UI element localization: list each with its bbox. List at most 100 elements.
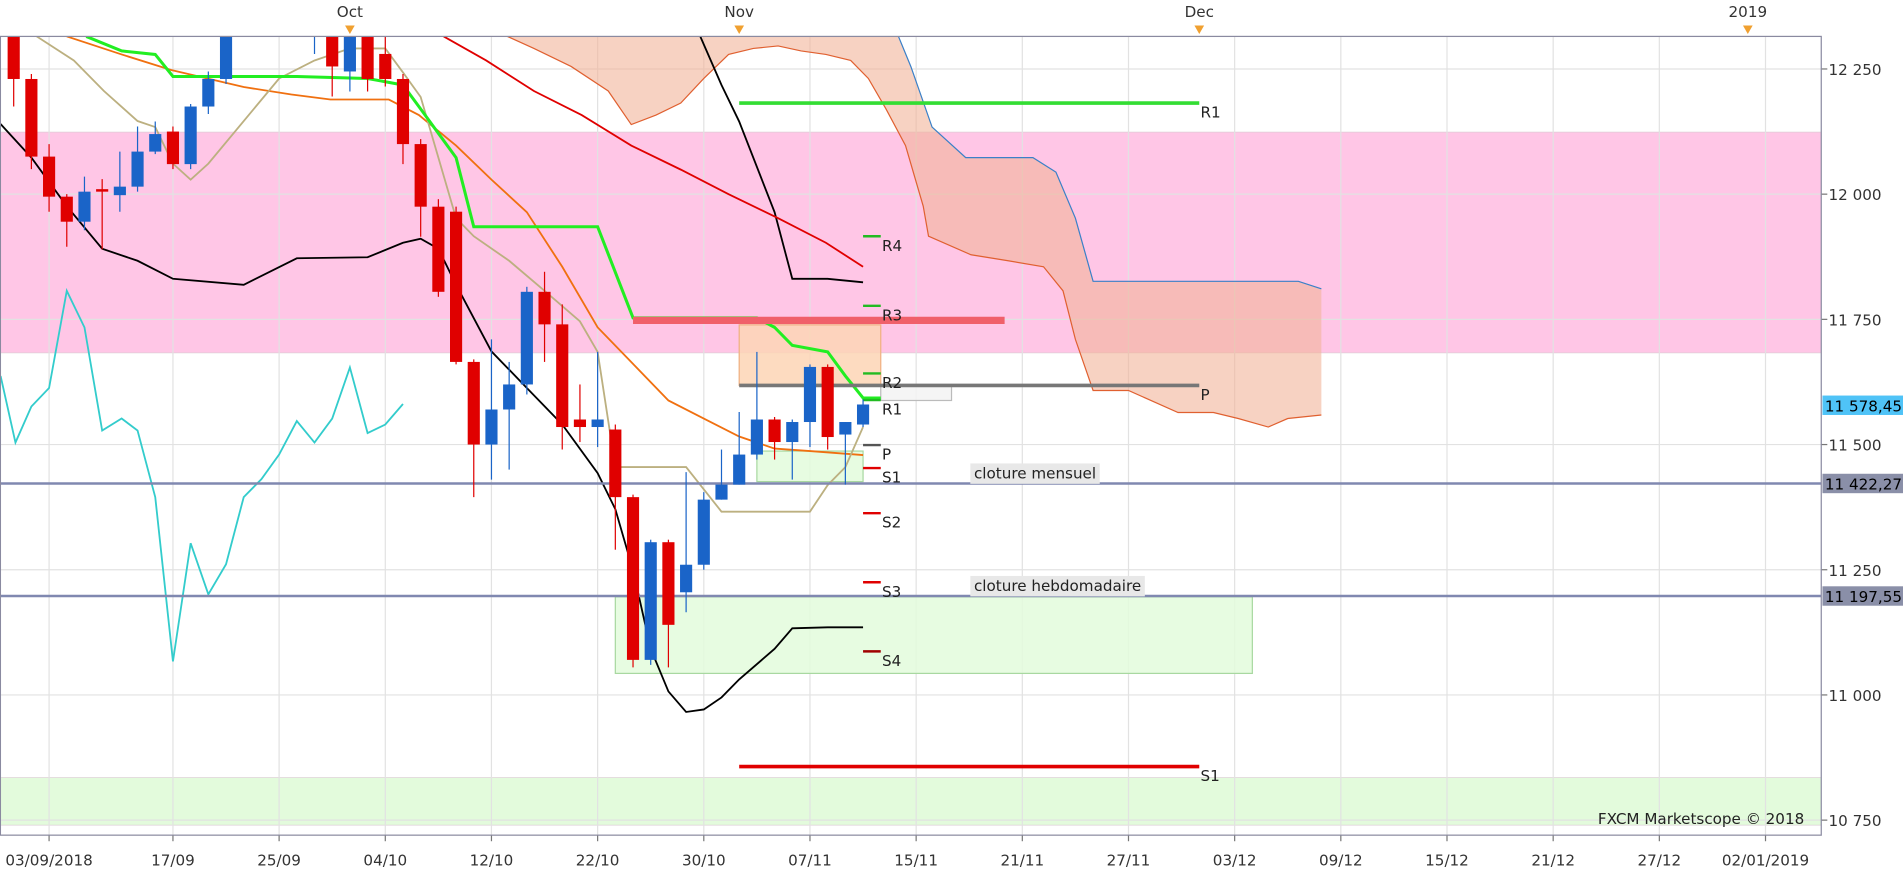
level-label: R2	[882, 374, 902, 392]
candle-body	[856, 404, 870, 425]
level-label: S1	[1200, 767, 1219, 785]
candle-body	[485, 409, 498, 445]
candle-body	[113, 186, 126, 196]
y-tick-label: 12 250	[1829, 61, 1882, 79]
candle-body	[821, 366, 834, 438]
candle-body	[343, 36, 356, 72]
x-tick-label: 22/10	[576, 852, 620, 870]
candle-body	[7, 36, 20, 79]
candle-body	[43, 156, 56, 197]
y-tick-label: 11 000	[1829, 687, 1882, 705]
candle-body	[396, 78, 410, 145]
top-tick-marker	[345, 25, 355, 34]
x-tick-label: 04/10	[363, 852, 407, 870]
top-tick-label: Nov	[724, 3, 754, 21]
top-tick-label: Dec	[1185, 3, 1214, 21]
candle-body	[149, 134, 162, 152]
candle-body	[60, 196, 73, 222]
top-tick-label: Oct	[337, 3, 363, 21]
candle-body	[467, 361, 480, 445]
candle-body	[662, 542, 675, 625]
candle-body	[520, 291, 533, 385]
y-tick-label: 10 750	[1829, 812, 1882, 830]
top-tick-marker	[1194, 25, 1205, 34]
x-tick-label: 27/12	[1637, 852, 1681, 870]
candle-body	[609, 429, 622, 498]
x-tick-label: 27/11	[1107, 852, 1151, 870]
top-tick-label: 2019	[1729, 3, 1768, 21]
candle-body	[202, 78, 215, 107]
indicator-line	[66, 36, 864, 456]
x-tick-label: 03/12	[1213, 852, 1257, 870]
x-tick-label: 12/10	[470, 852, 514, 870]
level-label: P	[1200, 386, 1209, 404]
candle-body	[644, 542, 657, 660]
price-label-bg	[1822, 586, 1903, 606]
candle-body	[786, 422, 799, 443]
zone-band	[0, 131, 1822, 354]
indicator-line	[699, 36, 864, 284]
candle-body	[556, 324, 569, 428]
x-tick-label: 21/12	[1531, 852, 1575, 870]
x-tick-label: 02/01/2019	[1722, 852, 1809, 870]
top-tick-marker	[734, 25, 745, 34]
axes: 03/09/2018 17/09 25/09 04/10 12/10 22/10 30/10…	[5, 3, 1903, 870]
indicator-line	[36, 36, 864, 513]
x-tick-label: 07/11	[788, 852, 832, 870]
annotation: cloture hebdomadaire	[974, 577, 1141, 595]
candle-body	[96, 189, 109, 192]
candle-body	[750, 419, 763, 455]
cloud-edge	[507, 36, 1322, 290]
y-tick-label: 11 500	[1829, 437, 1882, 455]
candle-body	[361, 36, 374, 79]
candle-body	[184, 106, 197, 165]
x-tick-label: 03/09/2018	[5, 852, 92, 870]
y-tick-label: 11 250	[1829, 562, 1882, 580]
candle-body	[449, 211, 463, 362]
candle-body	[166, 131, 180, 165]
candle-body	[219, 36, 233, 79]
price-label-bg	[1822, 395, 1903, 415]
candle-body	[839, 422, 852, 435]
x-tick-label: 09/12	[1319, 852, 1363, 870]
cloud	[507, 36, 1322, 428]
candle-body	[768, 419, 781, 443]
x-tick-label: 25/09	[257, 852, 301, 870]
x-tick-label: 30/10	[682, 852, 726, 870]
candle-body	[379, 53, 392, 79]
candle-body	[733, 454, 746, 485]
x-tick-label: 15/11	[894, 852, 938, 870]
candle-body	[131, 151, 144, 187]
candle-body	[715, 484, 728, 500]
candle-body	[414, 144, 427, 207]
candle-body	[538, 291, 551, 325]
candle-body	[803, 366, 817, 423]
candle-body	[432, 206, 445, 292]
indicator-line	[0, 287, 404, 662]
candle-body	[503, 384, 516, 410]
watermark: FXCM Marketscope © 2018	[1598, 810, 1804, 828]
annotation: cloture mensuel	[974, 465, 1096, 483]
candle-body	[78, 191, 91, 222]
price-label: 11 197,55	[1825, 588, 1902, 606]
zone-band	[0, 777, 1822, 826]
candle-body	[626, 497, 640, 660]
price-label: 11 422,27	[1825, 476, 1902, 494]
plot-frame	[0, 35, 1822, 836]
level-label: S4	[882, 652, 901, 670]
x-tick-label: 15/12	[1425, 852, 1469, 870]
y-tick-label: 11 750	[1829, 311, 1882, 329]
annotation-bg	[970, 463, 1100, 484]
x-tick-label: 21/11	[1000, 852, 1044, 870]
candle-body	[697, 499, 710, 565]
x-tick-label: 17/09	[151, 852, 195, 870]
candle-body	[573, 419, 587, 428]
indicator-line	[85, 36, 881, 400]
price-label-bg	[1822, 473, 1903, 494]
level-label: S1	[882, 469, 901, 487]
candle-body	[326, 36, 339, 67]
candle-body	[680, 564, 693, 593]
